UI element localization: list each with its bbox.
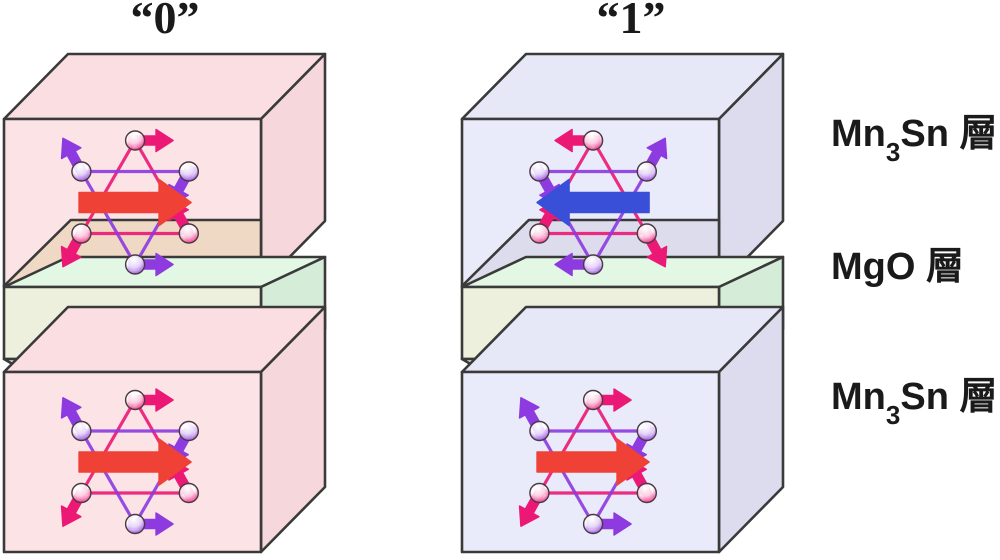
svg-text:“0”: “0” bbox=[131, 0, 200, 43]
svg-text:MgO 層: MgO 層 bbox=[831, 246, 964, 288]
svg-text:“1”: “1” bbox=[597, 0, 666, 43]
